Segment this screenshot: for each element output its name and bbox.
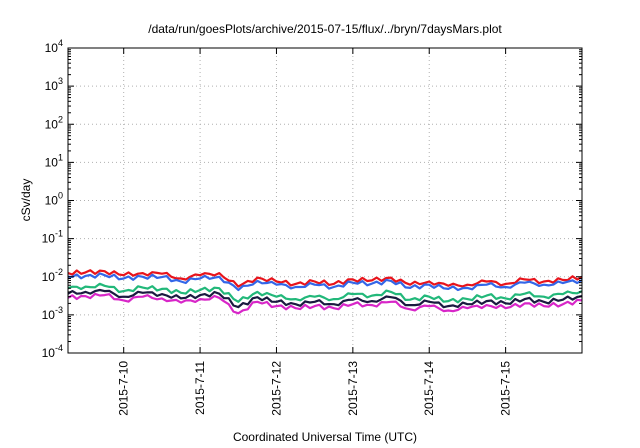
series-line (67, 272, 583, 292)
y-tick-label: 10-3 (42, 305, 63, 322)
grid (68, 48, 582, 353)
y-tick-label: 104 (45, 38, 63, 55)
y-tick-label: 103 (45, 76, 63, 93)
x-tick-label: 2015-7-12 (269, 361, 283, 416)
y-tick-label: 100 (45, 191, 63, 208)
y-axis: 10-4 10-3 10-2 10-1 100 101 102 103 104 (42, 38, 582, 360)
y-tick-label: 10-2 (42, 267, 63, 284)
y-tick-label: 10-1 (42, 229, 63, 246)
y-tick-label: 102 (45, 114, 63, 131)
y-axis-label: cSv/day (19, 179, 33, 222)
x-tick-label: 2015-7-11 (193, 361, 207, 415)
y-tick-label: 10-4 (42, 343, 63, 360)
y-tick-label: 101 (45, 152, 63, 169)
x-tick-label: 2015-7-13 (346, 361, 360, 416)
x-axis-label: Coordinated Universal Time (UTC) (233, 430, 417, 444)
x-tick-label: 2015-7-10 (117, 361, 131, 416)
series-layer (67, 269, 583, 315)
series-line (67, 292, 583, 315)
series-line (67, 288, 583, 309)
x-tick-label: 2015-7-15 (499, 361, 513, 416)
x-tick-label: 2015-7-14 (422, 361, 436, 416)
chart-title: /data/run/goesPlots/archive/2015-07-15/f… (148, 22, 502, 36)
x-axis: 2015-7-10 2015-7-11 2015-7-12 2015-7-13 2015… (117, 48, 513, 416)
series-line (67, 282, 583, 304)
series-line (67, 269, 583, 288)
